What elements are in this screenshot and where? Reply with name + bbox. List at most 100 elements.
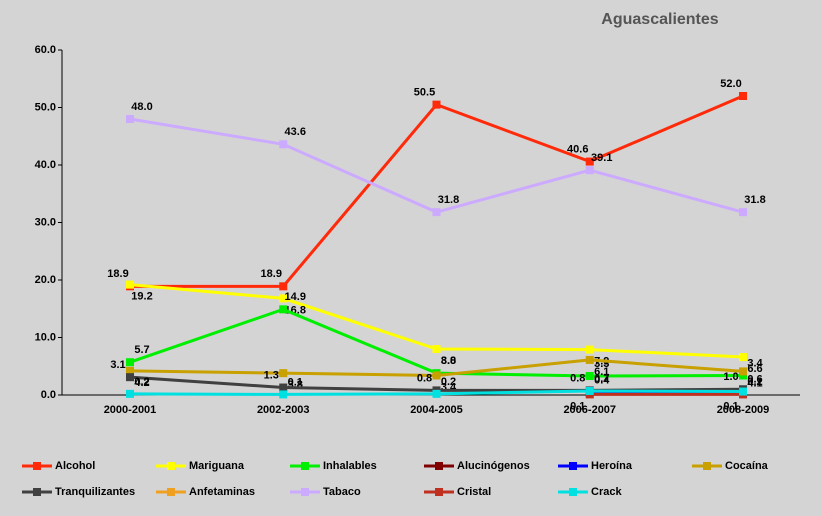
legend-marker (301, 488, 309, 496)
point (585, 166, 594, 175)
point (432, 345, 441, 353)
legend-label: Inhalables (323, 460, 377, 472)
data-label: 18.9 (261, 268, 282, 280)
data-label: 50.5 (414, 87, 435, 99)
data-label: 0.1 (288, 376, 303, 388)
legend-marker (703, 462, 711, 470)
point (432, 371, 441, 380)
point (279, 282, 288, 291)
data-label: 18.9 (107, 268, 128, 280)
legend-label: Alucinógenos (457, 460, 530, 472)
data-label: 6.1 (594, 366, 609, 378)
x-tick-label: 2006-2007 (563, 404, 616, 416)
y-tick-label: 60.0 (35, 44, 56, 56)
data-label: 0.8 (570, 372, 585, 384)
point (126, 280, 134, 289)
point (279, 369, 288, 378)
y-tick-label: 40.0 (35, 159, 56, 171)
data-label: 1.0 (723, 371, 738, 383)
legend-label: Anfetaminas (189, 486, 255, 498)
point (279, 305, 288, 314)
point (585, 386, 594, 395)
x-tick-label: 2008-2009 (717, 404, 770, 416)
point (739, 367, 747, 376)
y-tick-label: 20.0 (35, 274, 56, 286)
data-label: 8.0 (441, 355, 456, 367)
point (432, 100, 441, 109)
legend-label: Tabaco (323, 486, 361, 498)
point (126, 358, 134, 367)
data-label: 39.1 (591, 152, 612, 164)
data-label: 3.8 (441, 355, 456, 367)
data-label: 43.6 (285, 126, 306, 138)
data-label: 6.6 (747, 363, 762, 375)
data-label: 0.2 (441, 376, 456, 388)
point (432, 208, 441, 217)
legend-marker (167, 488, 175, 496)
y-tick-label: 30.0 (35, 216, 56, 228)
y-tick-label: 10.0 (35, 331, 56, 343)
point (585, 345, 594, 354)
point (585, 372, 594, 381)
data-label: 0.4 (594, 375, 610, 387)
point (739, 387, 747, 396)
legend-marker (435, 488, 443, 496)
data-label: 4.2 (134, 377, 149, 389)
data-label: 31.8 (438, 194, 459, 206)
data-label: 14.9 (285, 291, 306, 303)
point (279, 140, 288, 149)
y-tick-label: 50.0 (35, 101, 56, 113)
data-label: 0.2 (747, 376, 762, 388)
legend-label: Tranquilizantes (55, 486, 135, 498)
data-label: 0.1 (570, 400, 585, 412)
data-label: 31.8 (744, 194, 765, 206)
data-label: 0.6 (747, 373, 762, 385)
point (585, 355, 594, 364)
chart-title: Aguascalientes (601, 11, 718, 28)
data-label: 52.0 (720, 78, 741, 90)
point (126, 373, 134, 382)
x-tick-label: 2002-2003 (257, 404, 310, 416)
legend-marker (167, 462, 175, 470)
legend-label: Cocaína (725, 460, 769, 472)
legend-marker (569, 462, 577, 470)
point (126, 366, 134, 375)
data-label: 3.4 (747, 357, 763, 369)
y-tick-label: 0.0 (41, 389, 56, 401)
legend-marker (33, 462, 41, 470)
data-label: 0.1 (723, 400, 738, 412)
legend-label: Mariguana (189, 460, 245, 472)
data-label: 0.8 (417, 372, 432, 384)
data-label: 4.1 (747, 377, 762, 389)
point (739, 208, 747, 217)
legend-label: Heroína (591, 460, 633, 472)
legend-label: Crack (591, 486, 622, 498)
x-tick-label: 2004-2005 (410, 404, 463, 416)
legend-marker (301, 462, 309, 470)
point (279, 383, 288, 392)
point (432, 389, 441, 398)
point (739, 353, 747, 362)
data-label: 0.2 (134, 376, 149, 388)
data-label: 0.7 (594, 373, 609, 385)
point (279, 390, 288, 399)
point (126, 115, 134, 123)
point (585, 157, 594, 166)
point (279, 294, 288, 303)
data-label: 40.6 (567, 143, 588, 155)
legend-marker (569, 488, 577, 496)
data-label: 19.2 (131, 291, 152, 303)
legend-marker (33, 488, 41, 496)
data-label: 5.7 (134, 344, 149, 356)
data-label: 1.3 (264, 369, 279, 381)
legend-marker (435, 462, 443, 470)
data-label: 3.1 (110, 359, 125, 371)
data-label: 48.0 (131, 101, 152, 113)
legend-label: Cristal (457, 486, 491, 498)
point (739, 92, 747, 100)
x-tick-label: 2000-2001 (104, 404, 157, 416)
point (126, 389, 134, 398)
legend-label: Alcohol (55, 460, 95, 472)
